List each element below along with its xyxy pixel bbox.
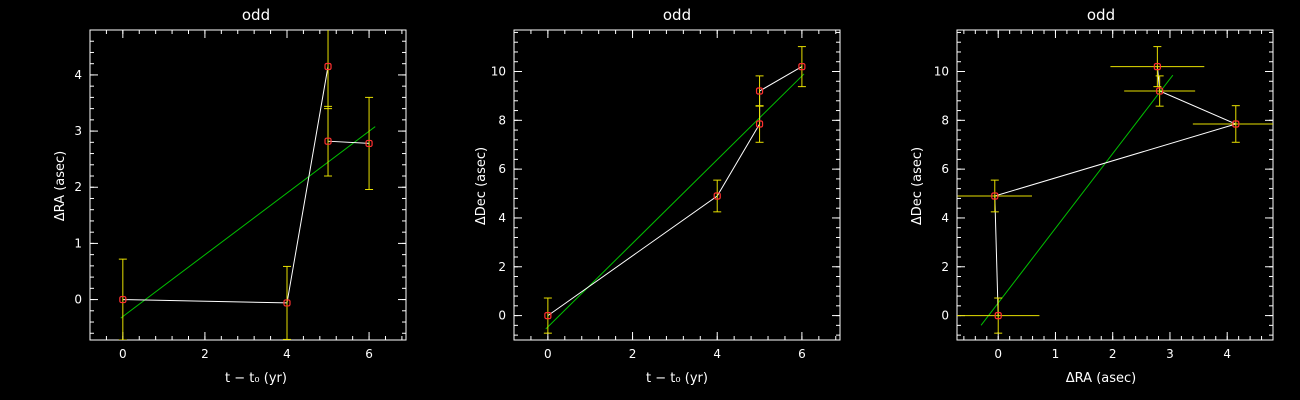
y-tick-label: 2 — [941, 260, 949, 274]
plot-frame — [89, 29, 407, 341]
x-tick-label: 2 — [629, 347, 637, 361]
panel-title: odd — [663, 6, 691, 24]
data-point — [991, 192, 999, 200]
data-point — [544, 311, 552, 320]
x-tick-label: 4 — [713, 347, 721, 361]
y-tick-label: 0 — [941, 309, 949, 323]
x-tick-label: 1 — [1052, 347, 1060, 361]
y-tick-label: 8 — [498, 113, 506, 127]
y-tick-label: 0 — [74, 293, 82, 307]
y-axis-label: ΔRA (asec) — [53, 151, 68, 221]
panel-title: odd — [242, 6, 270, 24]
y-tick-label: 4 — [74, 68, 82, 82]
x-tick-label: 6 — [365, 347, 373, 361]
x-tick-label: 0 — [994, 347, 1002, 361]
x-tick-label: 2 — [1109, 347, 1117, 361]
plot-area — [543, 46, 806, 334]
x-axis-label: t − t₀ (yr) — [646, 371, 708, 386]
data-point — [1156, 87, 1164, 95]
x-tick-label: 0 — [544, 347, 552, 361]
y-tick-label: 1 — [74, 236, 82, 250]
plot-frame — [513, 29, 841, 341]
y-tick-label: 2 — [498, 260, 506, 274]
data-point — [1232, 120, 1240, 128]
y-tick-label: 4 — [941, 211, 949, 225]
plot-area — [118, 30, 376, 340]
data-point — [324, 62, 332, 71]
y-tick-label: 10 — [934, 64, 949, 78]
fit-line — [120, 126, 376, 319]
data-point — [324, 137, 332, 145]
x-tick-label: 3 — [1166, 347, 1174, 361]
y-tick-label: 6 — [941, 162, 949, 176]
data-point — [1153, 63, 1161, 71]
plot-frame — [956, 29, 1274, 341]
y-tick-label: 2 — [74, 180, 82, 194]
x-tick-label: 4 — [1223, 347, 1231, 361]
x-tick-label: 2 — [201, 347, 209, 361]
data-point — [798, 63, 806, 71]
x-axis-label: t − t₀ (yr) — [225, 371, 287, 386]
y-tick-label: 3 — [74, 124, 82, 138]
data-point — [994, 311, 1002, 320]
y-tick-label: 4 — [498, 211, 506, 225]
y-tick-label: 8 — [941, 113, 949, 127]
data-point — [755, 87, 764, 95]
data-point — [119, 295, 127, 304]
panel-dec-vs-time: odd t − t₀ (yr) ΔDec (asec) 0 2 4 6 0 2 4 6 8 10 — [474, 6, 841, 386]
x-tick-label: 6 — [798, 347, 806, 361]
data-point — [713, 192, 721, 200]
y-tick-label: 10 — [491, 64, 506, 78]
y-axis-label: ΔDec (asec) — [910, 147, 925, 225]
data-point — [755, 120, 764, 128]
x-axis-label: ΔRA (asec) — [1066, 371, 1136, 386]
panel-ra-vs-time: odd t − t₀ (yr) ΔRA (asec) 0 2 4 6 0 1 2 3 4 — [53, 6, 407, 386]
x-tick-label: 4 — [283, 347, 291, 361]
data-point — [365, 139, 373, 148]
plot-area — [957, 46, 1273, 334]
y-tick-label: 6 — [498, 162, 506, 176]
fit-line — [980, 74, 1174, 326]
y-tick-label: 0 — [498, 309, 506, 323]
panel-title: odd — [1087, 6, 1115, 24]
x-tick-label: 0 — [119, 347, 127, 361]
panel-dec-vs-ra: odd ΔRA (asec) ΔDec (asec) 0 1 2 3 4 0 2 4 6 8 10 — [910, 6, 1274, 386]
data-point — [283, 299, 291, 307]
y-axis-label: ΔDec (asec) — [474, 147, 489, 225]
